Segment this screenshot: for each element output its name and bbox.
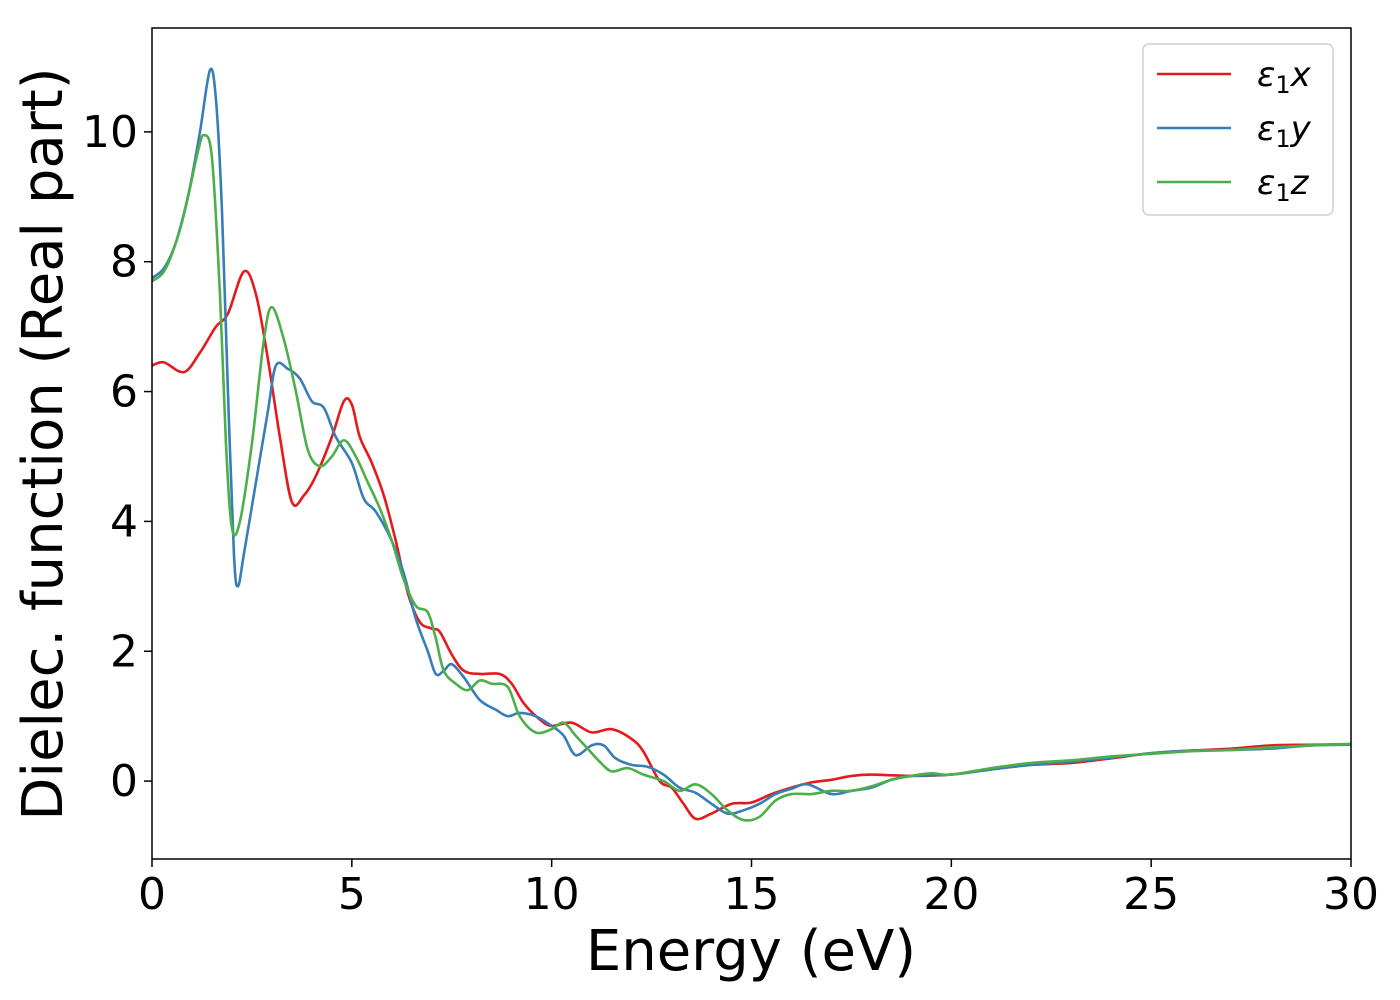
legend-box xyxy=(1142,43,1334,216)
y-tick-label: 10 xyxy=(82,107,138,158)
y-tick-label: 2 xyxy=(110,626,138,677)
x-tick-label: 25 xyxy=(1123,869,1179,920)
y-axis: 0 2 4 6 8 10 xyxy=(82,107,152,807)
x-tick-label: 20 xyxy=(923,869,979,920)
x-tick-label: 30 xyxy=(1323,869,1379,920)
series-line-z xyxy=(152,133,1351,822)
x-axis: 0 5 10 15 20 25 30 xyxy=(138,859,1379,920)
x-axis-title: Energy (eV) xyxy=(586,919,916,984)
y-tick-label: 0 xyxy=(110,756,138,807)
x-tick-label: 15 xyxy=(724,869,780,920)
legend-items: ε1x ε1y ε1z xyxy=(1157,55,1312,207)
x-tick-label: 10 xyxy=(524,869,580,920)
x-tick-label: 5 xyxy=(338,869,366,920)
plot-lines xyxy=(152,67,1351,822)
y-axis-title: Dielec. function (Real part) xyxy=(11,67,76,820)
x-tick-label: 0 xyxy=(138,869,166,920)
legend-label-x: ε1x xyxy=(1257,55,1312,99)
legend-label-y: ε1y xyxy=(1257,109,1312,153)
y-tick-label: 4 xyxy=(110,496,138,547)
y-tick-label: 8 xyxy=(110,237,138,288)
legend-label-z: ε1z xyxy=(1257,163,1310,207)
legend: ε1x ε1y ε1z xyxy=(1142,43,1334,216)
y-tick-label: 6 xyxy=(110,367,138,418)
